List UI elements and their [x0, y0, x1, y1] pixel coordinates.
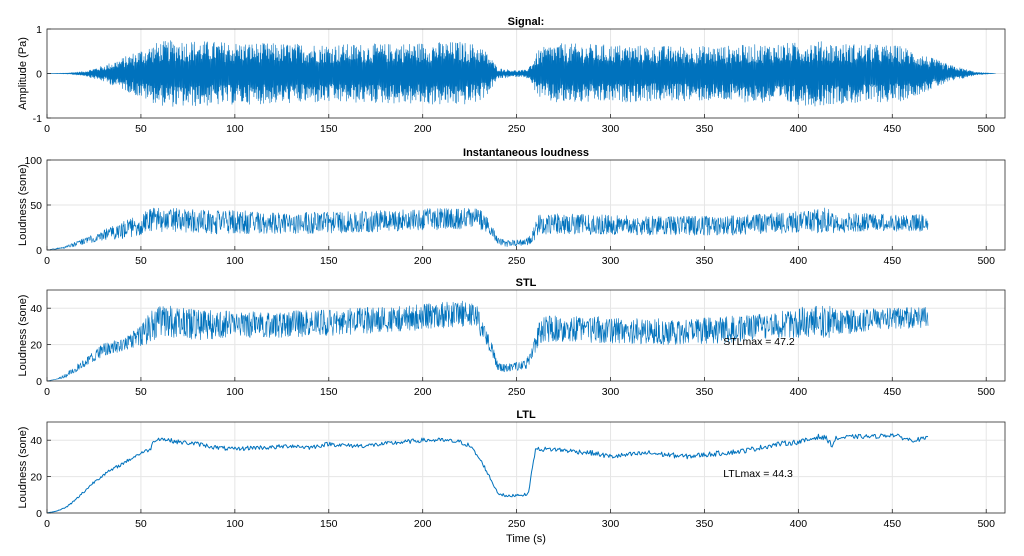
x-tick-label: 0 — [44, 123, 50, 135]
series-line — [46, 300, 929, 382]
x-tick-label: 150 — [320, 518, 338, 530]
panel-3: 0 50 100 150 200 250 300 350 400 450 500 0 20 40 STL Lo… — [17, 277, 1006, 398]
x-tick-label: 300 — [602, 386, 620, 398]
x-tick-label: 100 — [226, 386, 244, 398]
x-tick-label: 350 — [696, 518, 714, 530]
x-tick-label: 400 — [790, 518, 808, 530]
x-tick-label: 150 — [320, 386, 338, 398]
x-tick-label: 0 — [44, 386, 50, 398]
x-tick-label: 450 — [884, 123, 902, 135]
panel-title: LTL — [516, 409, 536, 421]
y-axis-label: Loudness (sone) — [17, 164, 29, 246]
series-line — [47, 40, 996, 107]
y-tick-label: 40 — [30, 303, 42, 315]
max-annotation: STLmax = 47.2 — [723, 336, 795, 348]
y-axis-label: Loudness (sone) — [17, 295, 29, 377]
x-tick-label: 300 — [602, 518, 620, 530]
x-tick-label: 250 — [508, 518, 526, 530]
panel-title: Instantaneous loudness — [463, 147, 589, 159]
axes-frame — [46, 289, 1006, 382]
x-tick-label: 500 — [977, 386, 995, 398]
x-tick-label: 400 — [790, 255, 808, 267]
series-line — [46, 433, 929, 514]
x-tick-label: 200 — [414, 386, 432, 398]
x-tick-label: 100 — [226, 123, 244, 135]
x-tick-label: 0 — [44, 255, 50, 267]
x-tick-label: 250 — [508, 123, 526, 135]
x-tick-label: 150 — [320, 255, 338, 267]
y-tick-label: 1 — [36, 24, 42, 36]
x-tick-label: 100 — [226, 255, 244, 267]
x-tick-label: 200 — [414, 518, 432, 530]
y-tick-label: 100 — [24, 155, 42, 167]
y-axis-label: Amplitude (Pa) — [17, 37, 29, 110]
x-tick-label: 450 — [884, 255, 902, 267]
max-annotation: LTLmax = 44.3 — [723, 468, 793, 480]
x-tick-label: 200 — [414, 255, 432, 267]
panel-4: 0 50 100 150 200 250 300 350 400 450 500 0 20 40 LTL Lo… — [17, 409, 1006, 545]
y-tick-label: 0 — [36, 508, 42, 520]
x-tick-label: 350 — [696, 386, 714, 398]
x-tick-label: 0 — [44, 518, 50, 530]
x-tick-label: 250 — [508, 255, 526, 267]
x-tick-label: 450 — [884, 518, 902, 530]
series-line — [46, 207, 929, 251]
x-tick-label: 400 — [790, 386, 808, 398]
x-tick-label: 350 — [696, 255, 714, 267]
y-tick-label: 20 — [30, 472, 42, 484]
panel-title: Signal: — [508, 16, 545, 28]
x-tick-label: 350 — [696, 123, 714, 135]
panel-1: 0 50 100 150 200 250 300 350 400 450 500-101Signal… — [17, 16, 1006, 135]
x-axis-label: Time (s) — [506, 533, 546, 545]
x-tick-label: 50 — [135, 518, 147, 530]
x-tick-label: 400 — [790, 123, 808, 135]
x-tick-label: 50 — [135, 123, 147, 135]
x-tick-label: 500 — [977, 255, 995, 267]
x-tick-label: 250 — [508, 386, 526, 398]
x-tick-label: 500 — [977, 123, 995, 135]
y-tick-label: 0 — [36, 69, 42, 81]
y-tick-label: -1 — [33, 113, 42, 125]
y-tick-label: 50 — [30, 200, 42, 212]
x-tick-label: 200 — [414, 123, 432, 135]
x-tick-label: 300 — [602, 123, 620, 135]
x-tick-label: 450 — [884, 386, 902, 398]
y-tick-label: 0 — [36, 376, 42, 388]
x-tick-label: 150 — [320, 123, 338, 135]
x-tick-label: 50 — [135, 255, 147, 267]
panel-title: STL — [516, 277, 537, 289]
panel-2: 0 50 100 150 200 250 300 350 400 450 500 0 50 100 Inst… — [17, 147, 1006, 267]
x-tick-label: 100 — [226, 518, 244, 530]
y-tick-label: 0 — [36, 245, 42, 257]
axes-frame — [46, 421, 1006, 514]
y-tick-label: 40 — [30, 435, 42, 447]
y-axis-label: Loudness (sone) — [17, 427, 29, 509]
x-tick-label: 500 — [977, 518, 995, 530]
x-tick-label: 300 — [602, 255, 620, 267]
x-tick-label: 50 — [135, 386, 147, 398]
y-tick-label: 20 — [30, 340, 42, 352]
